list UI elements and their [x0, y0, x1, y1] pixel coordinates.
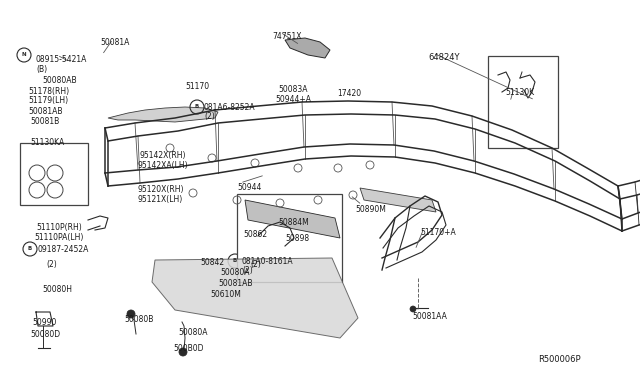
Text: 50080A: 50080A	[220, 268, 250, 277]
Text: 500B0D: 500B0D	[173, 344, 204, 353]
Text: N: N	[22, 52, 26, 58]
Text: 50081B: 50081B	[30, 117, 60, 126]
Bar	[20, 143, 88, 205]
Text: B: B	[233, 259, 237, 263]
Text: 51130K: 51130K	[505, 88, 534, 97]
Circle shape	[179, 348, 187, 356]
Text: 50842: 50842	[200, 258, 224, 267]
Text: 50083A: 50083A	[278, 85, 307, 94]
Text: 50081A: 50081A	[100, 38, 129, 47]
Text: 081A6-8252A: 081A6-8252A	[204, 103, 255, 112]
Text: 50990: 50990	[32, 318, 56, 327]
Text: 50080A: 50080A	[178, 328, 207, 337]
Text: R500006P: R500006P	[538, 355, 580, 364]
Text: 50081AA: 50081AA	[412, 312, 447, 321]
Bar	[237, 194, 342, 282]
Text: (2): (2)	[250, 260, 260, 269]
Text: 51110P(RH): 51110P(RH)	[36, 223, 82, 232]
Text: 51110PA(LH): 51110PA(LH)	[34, 233, 83, 242]
Text: 51170: 51170	[185, 82, 209, 91]
Text: 95142XA(LH): 95142XA(LH)	[138, 161, 189, 170]
Polygon shape	[360, 188, 436, 212]
Text: B: B	[195, 105, 199, 109]
Text: 50898: 50898	[285, 234, 309, 243]
Text: 51170+A: 51170+A	[420, 228, 456, 237]
Text: 50080B: 50080B	[124, 315, 154, 324]
Text: (2): (2)	[242, 266, 253, 276]
Text: 08915-5421A: 08915-5421A	[36, 55, 88, 64]
Text: 50944+A: 50944+A	[275, 95, 311, 104]
Text: 64824Y: 64824Y	[428, 53, 460, 62]
Text: (2): (2)	[46, 260, 57, 269]
Text: 50081AB: 50081AB	[218, 279, 253, 288]
Text: 95142X(RH): 95142X(RH)	[140, 151, 186, 160]
Text: 51178(RH): 51178(RH)	[28, 87, 69, 96]
Text: (B): (B)	[36, 65, 47, 74]
Text: 51179(LH): 51179(LH)	[28, 96, 68, 105]
Text: 09187-2452A: 09187-2452A	[37, 244, 88, 253]
Text: 50080AB: 50080AB	[42, 76, 77, 85]
Polygon shape	[108, 107, 218, 122]
Text: 17420: 17420	[337, 89, 361, 98]
Text: 50890M: 50890M	[355, 205, 386, 214]
Text: (2): (2)	[204, 112, 215, 122]
Text: 74751X: 74751X	[272, 32, 301, 41]
Text: 95120X(RH): 95120X(RH)	[138, 185, 184, 194]
Text: 50944: 50944	[237, 183, 261, 192]
Polygon shape	[285, 38, 330, 58]
Text: 51130KA: 51130KA	[30, 138, 64, 147]
Text: 081A0-8161A: 081A0-8161A	[242, 257, 294, 266]
Text: 50610M: 50610M	[210, 290, 241, 299]
Circle shape	[410, 306, 416, 312]
Text: B: B	[28, 247, 32, 251]
Polygon shape	[245, 200, 340, 238]
Text: 95121X(LH): 95121X(LH)	[138, 195, 183, 204]
Text: 50862: 50862	[243, 230, 267, 239]
Text: 50080D: 50080D	[30, 330, 60, 339]
Polygon shape	[152, 258, 358, 338]
Text: 50081AB: 50081AB	[28, 107, 63, 116]
Bar	[488, 56, 558, 148]
Text: 50884M: 50884M	[278, 218, 308, 227]
Text: 50080H: 50080H	[42, 285, 72, 294]
Circle shape	[127, 310, 135, 318]
